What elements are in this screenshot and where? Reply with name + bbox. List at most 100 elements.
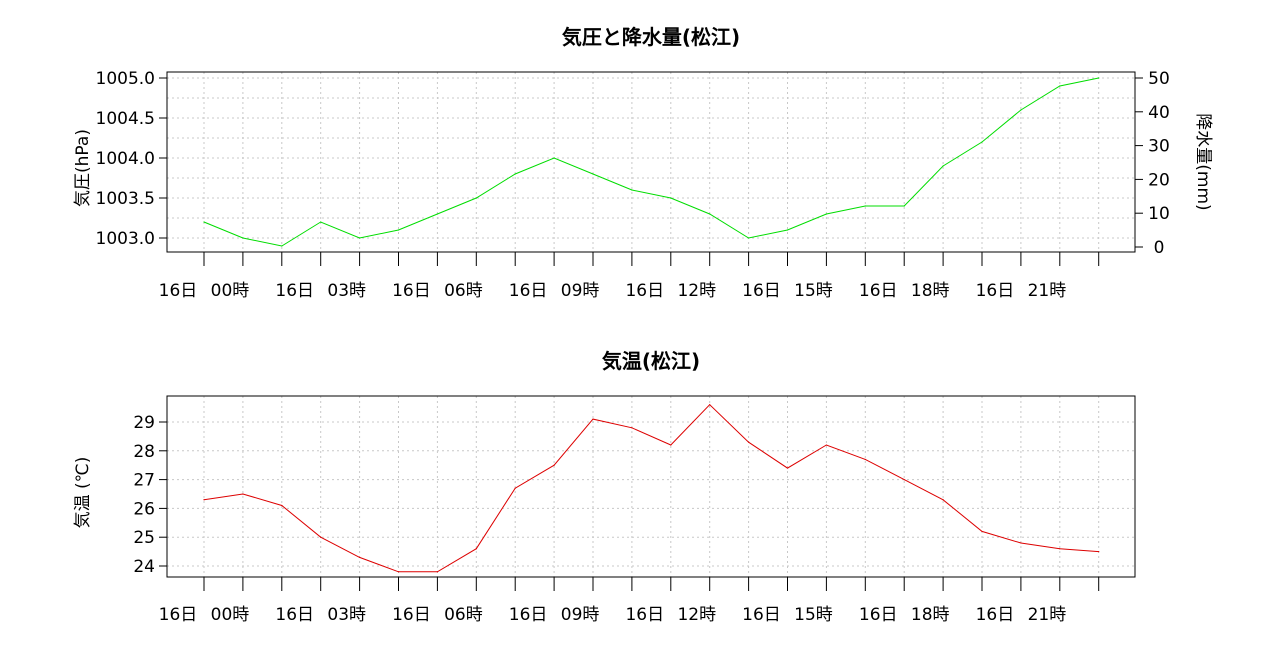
temperature-data-point xyxy=(631,427,633,429)
x-tick-label-hour: 18時 xyxy=(911,605,950,625)
x-tick-label-day: 16日 xyxy=(625,281,664,301)
x-tick-label-day: 16日 xyxy=(859,281,898,301)
x-tick-label-day: 16日 xyxy=(159,281,198,301)
y-tick-label: 1004.5 xyxy=(96,109,155,129)
x-tick-label-hour: 09時 xyxy=(561,281,600,301)
pressure-data-point xyxy=(981,141,983,143)
pressure-data-point xyxy=(475,197,477,199)
x-tick-label-hour: 00時 xyxy=(211,605,250,625)
y-tick-label: 1005.0 xyxy=(96,69,155,89)
x-tick-label-hour: 12時 xyxy=(677,281,716,301)
x-tick-label-day: 16日 xyxy=(275,605,314,625)
pressure-data-point xyxy=(942,165,944,167)
x-tick-label-day: 16日 xyxy=(742,605,781,625)
pressure-data-point xyxy=(825,213,828,215)
x-tick-label-hour: 21時 xyxy=(1028,605,1067,625)
x-tick-label-hour: 03時 xyxy=(327,281,366,301)
temperature-data-point xyxy=(748,441,750,443)
temperature-data-point xyxy=(203,499,205,501)
x-tick-label-day: 16日 xyxy=(976,605,1015,625)
x-tick-label-day: 16日 xyxy=(509,605,548,625)
y-tick-label: 1003.0 xyxy=(96,229,155,249)
y-tick-label: 24 xyxy=(133,557,155,577)
temperature-data-point xyxy=(709,404,711,406)
x-tick-label-day: 16日 xyxy=(625,605,664,625)
pressure-data-point xyxy=(631,189,633,191)
x-tick-label-day: 16日 xyxy=(275,281,314,301)
y-tick-label: 25 xyxy=(133,528,155,548)
temperature-data-point xyxy=(320,536,322,538)
pressure-data-point xyxy=(748,237,750,239)
temperature-data-point xyxy=(1059,548,1061,550)
x-tick-label-day: 16日 xyxy=(509,281,548,301)
y-tick-label: 26 xyxy=(133,499,155,519)
pressure-data-point xyxy=(709,213,711,215)
pressure-data-point xyxy=(281,245,283,247)
x-tick-label-hour: 15時 xyxy=(794,605,833,625)
x-tick-label-day: 16日 xyxy=(159,605,198,625)
y2-tick-label: 10 xyxy=(1148,204,1170,224)
plot-frame xyxy=(166,71,1136,253)
y2-tick-label: 50 xyxy=(1148,69,1170,89)
pressure-data-point xyxy=(203,221,205,223)
x-tick-label-hour: 15時 xyxy=(794,281,833,301)
x-tick-label-hour: 06時 xyxy=(444,605,483,625)
temperature-data-point xyxy=(864,458,866,461)
temperature-data-point xyxy=(1020,542,1022,544)
temperature-data-point xyxy=(1098,551,1100,553)
pressure-data-point xyxy=(786,229,789,231)
x-tick-label-hour: 03時 xyxy=(327,605,366,625)
temperature-data-point xyxy=(475,548,477,550)
x-tick-label-day: 16日 xyxy=(392,605,431,625)
pressure-series-line xyxy=(203,77,1099,247)
temperature-data-point xyxy=(397,571,400,573)
temperature-data-point xyxy=(825,444,828,446)
temperature-data-point xyxy=(514,487,516,489)
temperature-data-point xyxy=(242,493,244,495)
temperature-data-point xyxy=(553,464,555,466)
x-tick-label-hour: 09時 xyxy=(561,605,600,625)
pressure-data-point xyxy=(359,237,361,239)
pressure-data-point xyxy=(242,237,244,239)
pressure-data-point xyxy=(1020,109,1022,111)
pressure-data-point xyxy=(1059,85,1061,87)
y-tick-label: 29 xyxy=(133,413,155,433)
x-tick-label-day: 16日 xyxy=(392,281,431,301)
y-tick-label: 27 xyxy=(133,471,155,491)
y-tick-label: 28 xyxy=(133,442,155,462)
temperature-data-point xyxy=(592,418,594,420)
x-tick-label-day: 16日 xyxy=(742,281,781,301)
x-tick-label-day: 16日 xyxy=(859,605,898,625)
y2-tick-label: 30 xyxy=(1148,137,1170,157)
temperature-data-point xyxy=(981,530,983,533)
x-tick-label-hour: 00時 xyxy=(211,281,250,301)
y2-axis-label: 降水量(mm) xyxy=(1193,113,1213,210)
pressure-data-point xyxy=(864,205,866,207)
y2-tick-label: 20 xyxy=(1148,170,1170,190)
pressure-data-point xyxy=(670,197,672,199)
chart-title: 気温(松江) xyxy=(602,349,700,373)
x-tick-label-hour: 12時 xyxy=(677,605,716,625)
pressure-data-point xyxy=(514,173,516,175)
chart-title: 気圧と降水量(松江) xyxy=(562,25,740,49)
y2-tick-label: 0 xyxy=(1154,238,1165,258)
y2-tick-label: 40 xyxy=(1148,103,1170,123)
pressure-data-point xyxy=(553,157,555,159)
x-tick-label-hour: 21時 xyxy=(1028,281,1067,301)
temperature-data-point xyxy=(359,556,361,558)
pressure-data-point xyxy=(320,221,322,223)
y-axis-label: 気圧(hPa) xyxy=(73,129,93,207)
y-tick-label: 1004.0 xyxy=(96,149,155,169)
temperature-data-point xyxy=(903,479,905,481)
pressure-data-point xyxy=(1098,77,1100,79)
pressure-data-point xyxy=(592,173,594,175)
temperature-data-point xyxy=(670,444,672,446)
pressure-data-point xyxy=(436,213,438,215)
x-tick-label-hour: 18時 xyxy=(911,281,950,301)
plot-frame xyxy=(166,395,1136,578)
temperature-data-point xyxy=(436,571,438,573)
temperature-data-point xyxy=(786,467,789,469)
temperature-data-point xyxy=(942,499,944,501)
temperature-series-line xyxy=(203,403,1099,573)
